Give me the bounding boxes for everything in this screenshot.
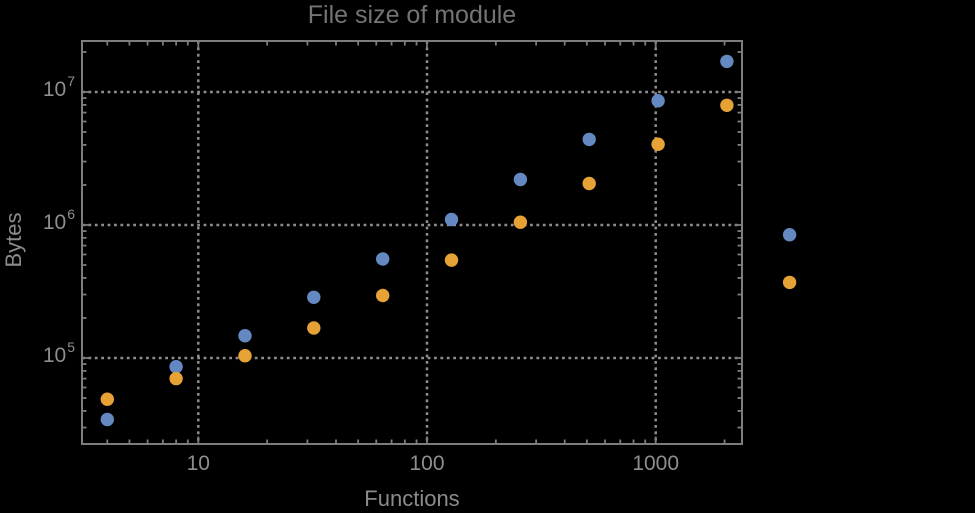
data-point-blue xyxy=(651,94,665,108)
series-blue xyxy=(100,54,797,427)
y-tick-label: 107 xyxy=(42,73,75,101)
data-point-orange xyxy=(100,392,115,406)
data-point-orange xyxy=(513,215,528,229)
data-point-orange xyxy=(307,321,321,335)
y-tick-exponent: 6 xyxy=(67,206,75,222)
data-point-blue xyxy=(720,54,734,69)
data-point-blue xyxy=(444,212,459,227)
y-tick-label: 106 xyxy=(42,206,75,234)
data-point-blue xyxy=(582,132,596,147)
data-point-blue xyxy=(513,172,528,187)
series-orange xyxy=(100,98,797,406)
data-point-orange xyxy=(238,349,252,363)
data-point-orange xyxy=(651,137,665,151)
data-point-orange xyxy=(782,275,797,290)
data-point-blue xyxy=(238,329,252,343)
data-point-orange xyxy=(444,253,459,267)
data-point-blue xyxy=(782,228,797,242)
data-point-orange xyxy=(376,288,390,303)
x-tick-label: 10 xyxy=(186,452,210,475)
data-point-orange xyxy=(582,176,596,191)
data-point-orange xyxy=(720,98,734,113)
x-axis-label: Functions xyxy=(364,486,460,511)
data-point-blue xyxy=(169,360,183,374)
plot-frame xyxy=(81,40,743,445)
axis-ticks xyxy=(82,41,742,444)
y-tick-exponent: 5 xyxy=(67,339,75,355)
y-tick-exponent: 7 xyxy=(67,73,75,89)
data-point-blue xyxy=(307,290,321,304)
data-point-orange xyxy=(169,371,183,386)
x-tick-label: 1000 xyxy=(632,452,680,475)
x-tick-label: 100 xyxy=(409,452,445,475)
data-point-blue xyxy=(376,252,390,266)
data-point-blue xyxy=(100,412,115,427)
y-tick-label: 105 xyxy=(42,339,75,367)
gridlines xyxy=(82,41,742,444)
chart-title: File size of module xyxy=(307,1,517,29)
